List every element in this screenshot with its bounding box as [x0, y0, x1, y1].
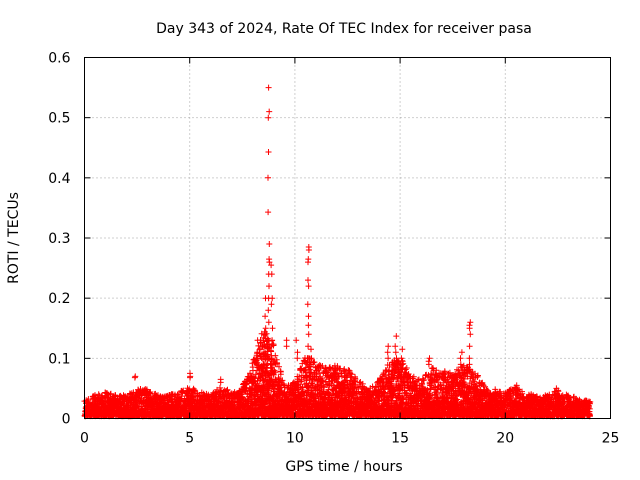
- chart-title: Day 343 of 2024, Rate Of TEC Index for r…: [156, 21, 532, 37]
- grid-lines: [84, 57, 611, 419]
- data-points: [81, 84, 594, 420]
- data-point: [272, 352, 279, 359]
- y-axis-label: ROTI / TECUs: [6, 192, 22, 284]
- data-point: [112, 392, 119, 399]
- x-axis-label: GPS time / hours: [285, 459, 402, 475]
- data-point: [85, 396, 92, 403]
